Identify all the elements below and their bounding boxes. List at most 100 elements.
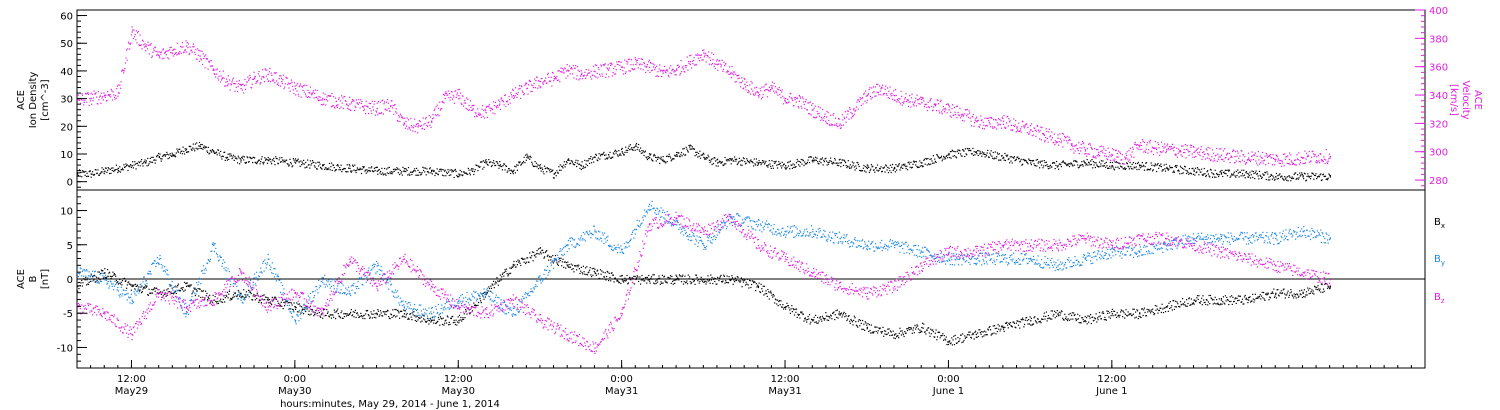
data-dot: [769, 90, 771, 92]
data-dot: [987, 149, 989, 151]
data-dot: [269, 67, 271, 69]
data-dot: [1188, 168, 1190, 170]
data-dot: [398, 114, 400, 117]
data-dot: [100, 272, 102, 275]
data-dot: [280, 301, 282, 303]
data-dot: [195, 288, 197, 290]
data-dot: [1180, 154, 1182, 156]
data-dot: [879, 168, 881, 170]
data-dot: [406, 125, 408, 127]
data-dot: [89, 280, 92, 282]
data-dot: [86, 101, 88, 103]
data-dot: [247, 289, 250, 291]
data-dot: [692, 59, 694, 62]
data-dot: [515, 266, 517, 268]
data-dot: [525, 262, 527, 265]
data-dot: [995, 119, 997, 121]
data-dot: [281, 299, 284, 301]
data-dot: [99, 96, 101, 98]
data-dot: [1077, 164, 1079, 166]
data-dot: [300, 312, 302, 314]
data-dot: [853, 166, 855, 168]
data-dot: [1103, 148, 1105, 150]
-point: [1234, 156, 1236, 158]
data-dot: [1198, 151, 1201, 153]
data-dot: [1178, 148, 1180, 150]
data-dot: [962, 149, 964, 151]
data-dot: [898, 98, 900, 100]
data-dot: [404, 168, 406, 170]
data-dot: [836, 164, 838, 166]
data-dot: [567, 266, 570, 268]
Bx-point: [267, 299, 269, 301]
-point: [798, 100, 800, 102]
data-dot: [537, 168, 540, 170]
Bx-point: [648, 279, 651, 281]
data-dot: [282, 161, 284, 163]
data-dot: [612, 274, 614, 276]
data-dot: [446, 172, 448, 175]
data-dot: [557, 172, 559, 174]
data-dot: [396, 167, 398, 169]
data-dot: [288, 165, 290, 167]
data-dot: [549, 256, 551, 258]
data-dot: [207, 296, 209, 299]
data-dot: [299, 165, 301, 167]
data-dot: [626, 63, 628, 65]
data-dot: [115, 97, 117, 99]
data-dot: [886, 94, 888, 96]
data-dot: [435, 322, 437, 325]
data-dot: [1195, 149, 1197, 151]
Bx-point: [1302, 292, 1304, 294]
data-dot: [128, 165, 130, 167]
data-dot: [588, 158, 590, 160]
-point: [431, 170, 433, 172]
data-dot: [1039, 162, 1041, 164]
data-dot: [719, 160, 721, 162]
data-dot: [972, 147, 974, 150]
data-dot: [905, 93, 907, 95]
data-dot: [732, 160, 734, 162]
data-dot: [365, 100, 367, 102]
data-dot: [129, 48, 131, 50]
data-dot: [112, 271, 114, 273]
data-dot: [1069, 139, 1071, 141]
data-dot: [967, 148, 969, 150]
data-dot: [301, 306, 303, 308]
data-dot: [1216, 160, 1218, 162]
-point: [1207, 153, 1209, 155]
data-dot: [422, 318, 425, 320]
data-dot: [1020, 158, 1022, 160]
data-dot: [1101, 150, 1103, 152]
data-dot: [729, 158, 731, 160]
data-dot: [966, 154, 968, 156]
data-dot: [1074, 160, 1076, 162]
data-dot: [394, 308, 396, 311]
data-dot: [1010, 124, 1012, 126]
data-dot: [94, 169, 96, 171]
-point: [580, 165, 583, 167]
-point: [294, 162, 297, 164]
data-dot: [148, 288, 150, 290]
data-dot: [286, 300, 288, 302]
data-dot: [518, 261, 520, 263]
data-dot: [217, 300, 219, 303]
data-dot: [706, 156, 708, 159]
data-dot: [1227, 159, 1229, 161]
data-dot: [839, 125, 841, 127]
data-dot: [1250, 159, 1252, 161]
data-dot: [1093, 164, 1095, 166]
data-dot: [382, 113, 384, 115]
data-dot: [1325, 178, 1327, 180]
data-dot: [1231, 173, 1233, 175]
data-dot: [380, 173, 382, 175]
data-dot: [806, 163, 808, 165]
data-dot: [786, 102, 788, 104]
data-dot: [292, 158, 294, 160]
data-dot: [179, 290, 181, 292]
data-dot: [903, 164, 905, 167]
data-dot: [206, 150, 208, 152]
data-dot: [1080, 164, 1082, 166]
data-dot: [718, 161, 720, 163]
-point: [499, 103, 501, 105]
